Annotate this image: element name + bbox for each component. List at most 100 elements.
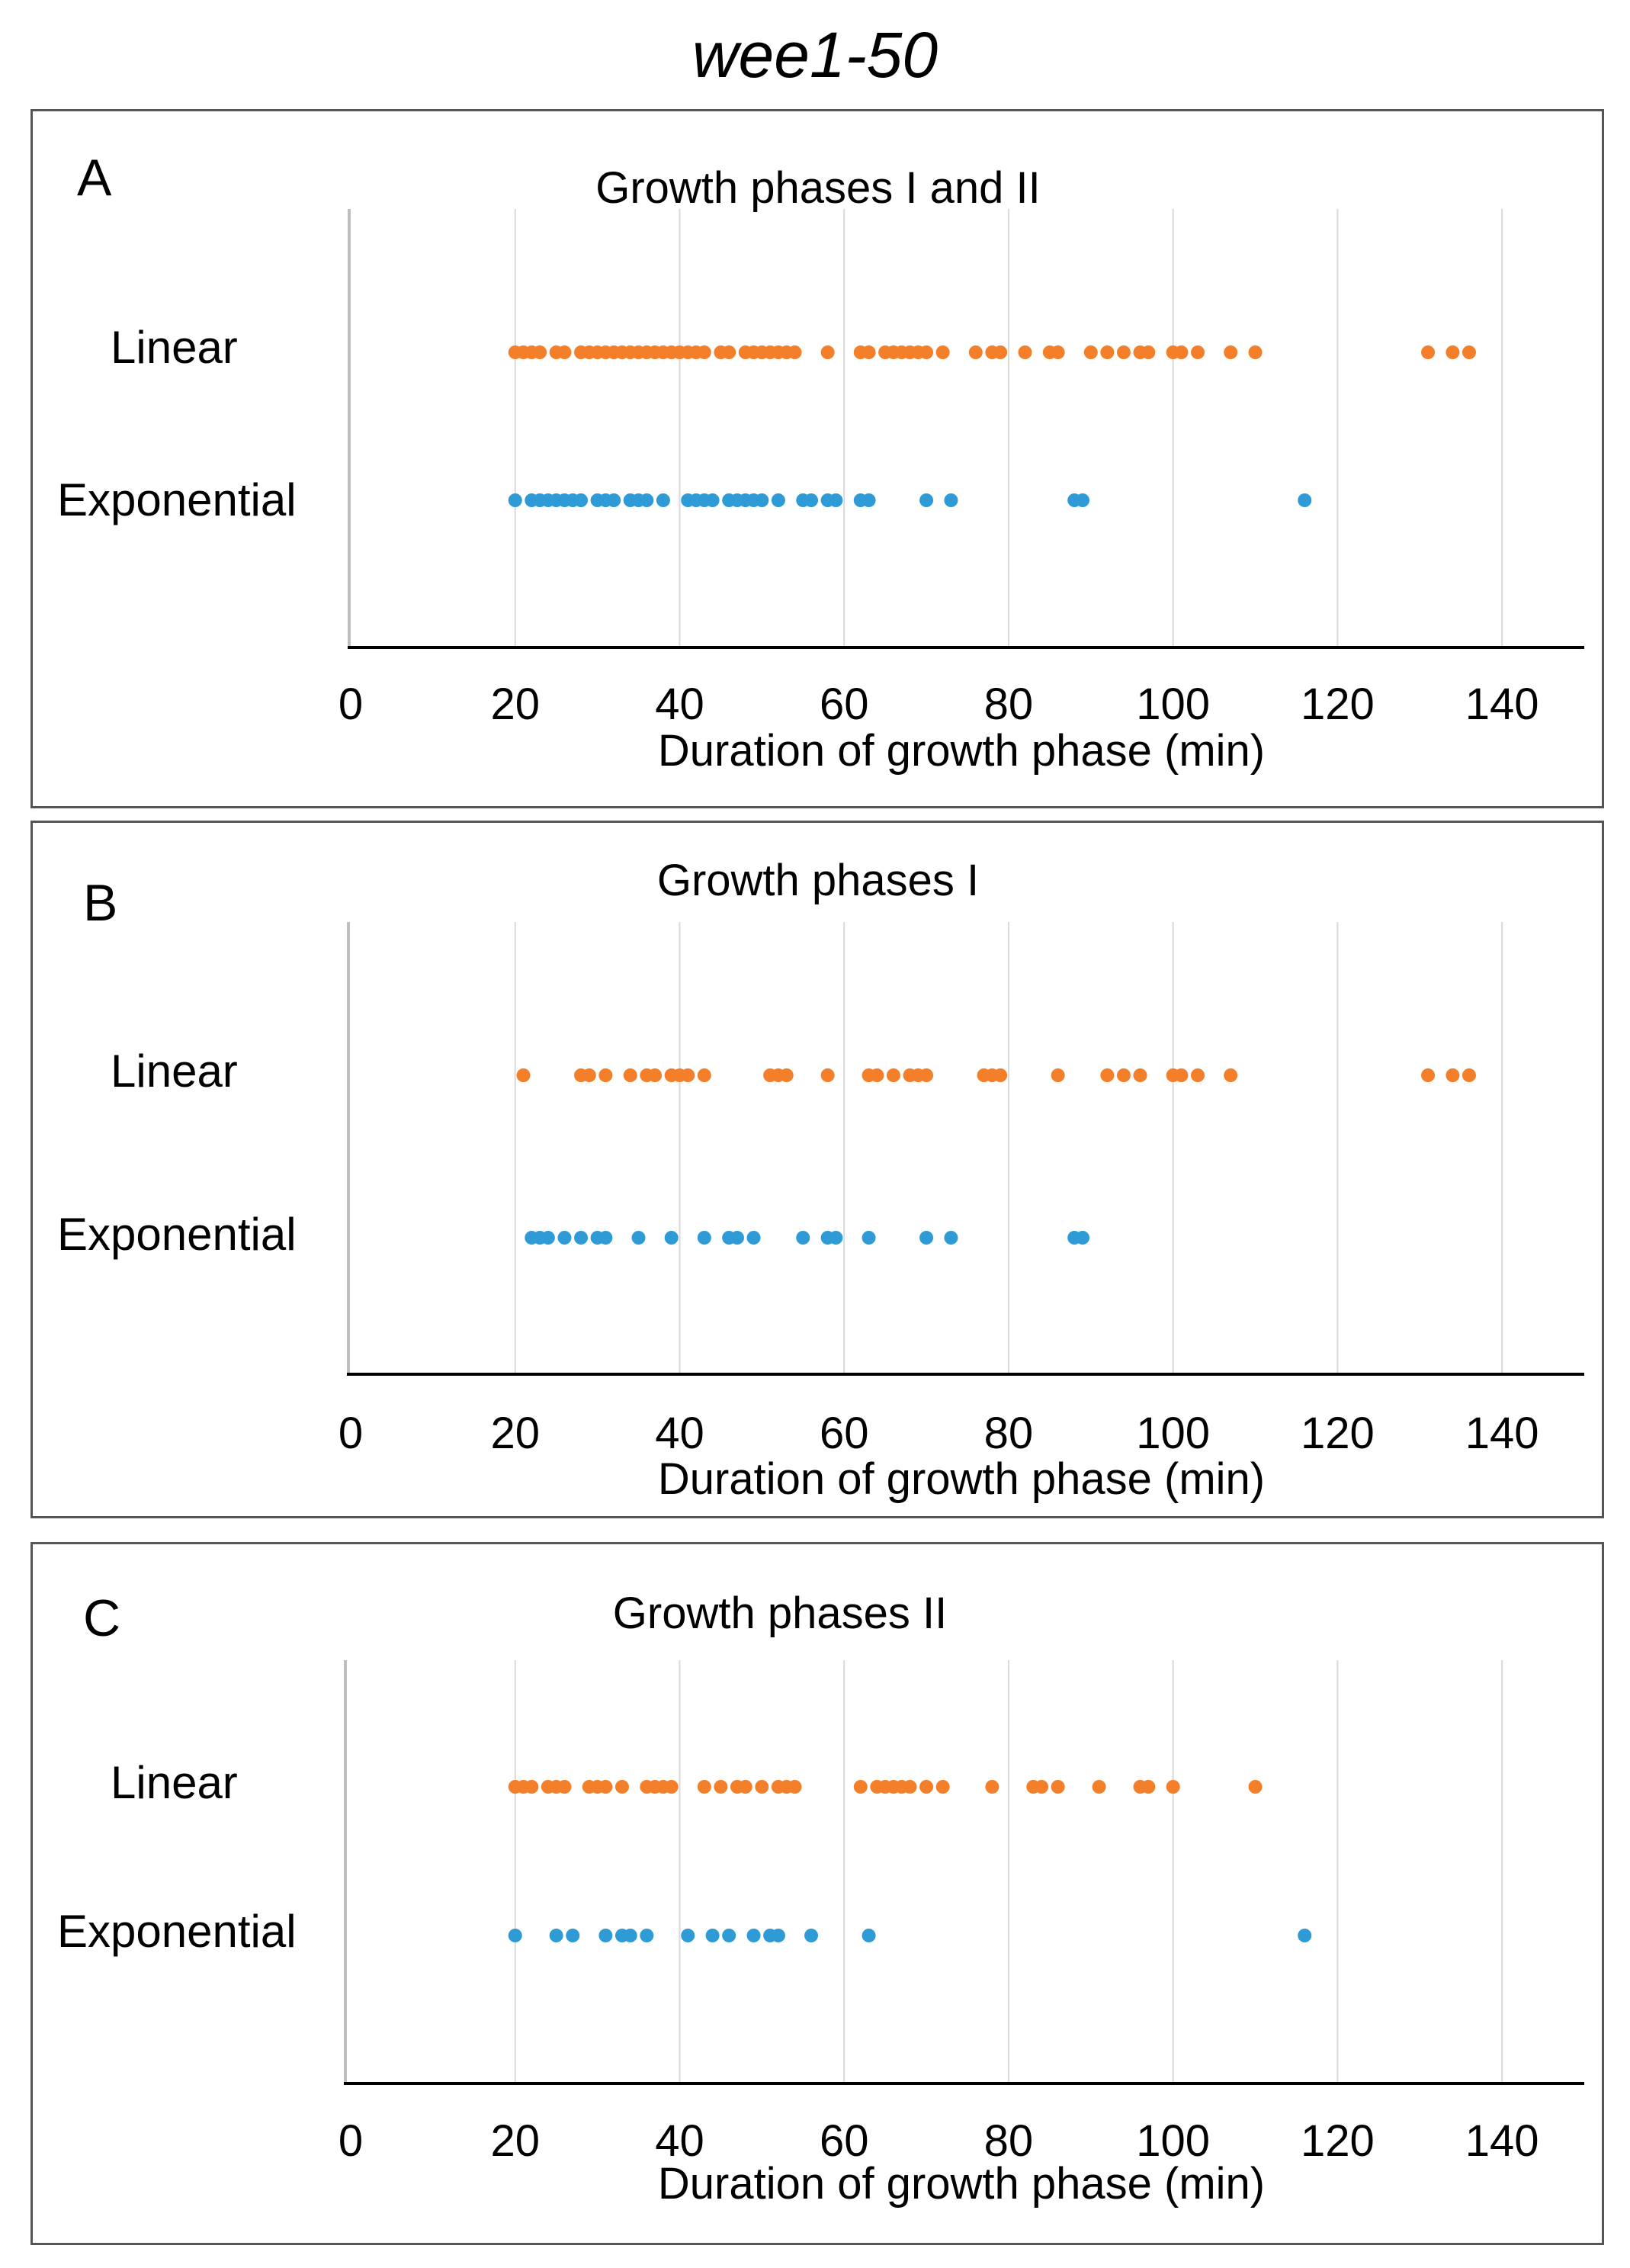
data-point-linear [1248,345,1263,359]
data-point-linear [1446,345,1460,359]
data-point-exponential [1298,1929,1312,1942]
data-point-linear [582,1068,596,1082]
data-point-linear [557,345,572,359]
data-point-exponential [804,1929,819,1942]
data-point-linear [1224,345,1238,359]
data-point-exponential [623,1929,637,1942]
chart-a: A Growth phases I and II Linear Exponential… [57,149,1584,776]
data-point-exponential [640,1929,654,1942]
data-point-linear [935,345,950,359]
data-point-exponential [944,493,958,507]
x-tick-label: 20 [490,1409,540,1458]
data-point-linear [1462,345,1476,359]
chart-title: Growth phases I [657,856,979,905]
data-point-exponential [730,1231,744,1245]
data-point-linear [1191,1068,1205,1082]
data-point-linear [1116,1068,1131,1082]
data-point-exponential [574,1231,589,1245]
data-point-exponential [1298,493,1312,507]
data-point-exponential [862,493,876,507]
data-point-linear [820,1068,835,1082]
data-point-exponential [755,493,769,507]
data-point-exponential [640,493,654,507]
data-point-linear [788,1780,802,1794]
x-tick-label: 100 [1136,2116,1210,2166]
data-point-linear [1100,1068,1115,1082]
data-point-linear [993,345,1008,359]
data-point-exponential [796,1231,810,1245]
data-point-linear [1166,1780,1180,1794]
x-tick-label: 100 [1136,1409,1210,1458]
data-point-exponential [919,1231,934,1245]
data-point-exponential [944,1231,958,1245]
data-point-exponential [631,1231,646,1245]
data-point-exponential [771,1929,785,1942]
x-tick-label: 0 [339,2116,363,2166]
data-point-linear [714,1780,728,1794]
data-point-linear [1092,1780,1106,1794]
x-axis-label: Duration of growth phase (min) [658,2159,1265,2209]
data-point-exponential [746,1231,761,1245]
chart-c: C Growth phases II Linear Exponential 0 20 40 6… [57,1589,1584,2209]
data-point-exponential [607,493,621,507]
x-tick-label: 140 [1465,2116,1539,2166]
data-point-linear [1191,345,1205,359]
data-point-linear [886,1068,900,1082]
x-tick-label: 60 [820,2116,869,2166]
data-point-linear [697,1780,711,1794]
data-point-linear [648,1068,663,1082]
x-tick-label: 120 [1301,2116,1375,2166]
data-point-linear [738,1780,752,1794]
category-label-exponential: Exponential [57,1209,297,1260]
x-tick-label: 0 [339,679,363,729]
data-point-linear [968,345,983,359]
category-label-exponential: Exponential [57,474,297,525]
x-tick-label: 40 [655,679,704,729]
data-point-exponential [829,493,843,507]
figure-title: wee1-50 [691,19,939,91]
data-point-linear [722,345,736,359]
x-tick-label: 80 [984,1409,1034,1458]
data-point-exponential [705,493,720,507]
data-point-exponential [656,493,670,507]
data-point-exponential [541,1231,555,1245]
data-point-exponential [664,1231,679,1245]
data-point-linear [1446,1068,1460,1082]
data-point-exponential [804,493,819,507]
data-point-linear [681,1068,695,1082]
panel-label: B [83,874,117,932]
data-point-exponential [1076,493,1090,507]
data-point-exponential [574,493,589,507]
chart-title: Growth phases I and II [595,163,1041,213]
panel-label: A [77,149,112,207]
x-tick-label: 60 [820,679,869,729]
data-point-linear [919,1068,934,1082]
data-point-linear [598,1780,613,1794]
category-label-linear: Linear [111,1046,238,1097]
data-point-linear [1083,345,1098,359]
data-point-exponential [829,1231,843,1245]
x-tick-label: 60 [820,1409,869,1458]
data-point-linear [1051,1780,1065,1794]
panel-a: A Growth phases I and II Linear Exponential… [30,109,1604,808]
x-tick-label: 140 [1465,679,1539,729]
data-point-exponential [598,1929,613,1942]
data-point-linear [1051,1068,1065,1082]
data-point-exponential [722,1929,736,1942]
x-tick-label: 40 [655,1409,704,1458]
data-point-linear [1421,1068,1436,1082]
data-point-linear [1462,1068,1476,1082]
data-point-linear [1421,345,1436,359]
data-point-linear [1035,1780,1049,1794]
chart-b: B Growth phases I Linear Exponential 0 20 40 60… [57,856,1584,1504]
data-point-linear [919,345,934,359]
data-point-linear [919,1780,934,1794]
chart-title: Growth phases II [613,1589,947,1638]
data-point-exponential [598,1231,613,1245]
panel-c: C Growth phases II Linear Exponential 0 20 40 6… [30,1542,1604,2245]
data-point-linear [870,1068,884,1082]
data-point-exponential [681,1929,695,1942]
x-tick-label: 40 [655,2116,704,2166]
data-point-linear [516,1068,531,1082]
panel-label: C [83,1589,120,1647]
